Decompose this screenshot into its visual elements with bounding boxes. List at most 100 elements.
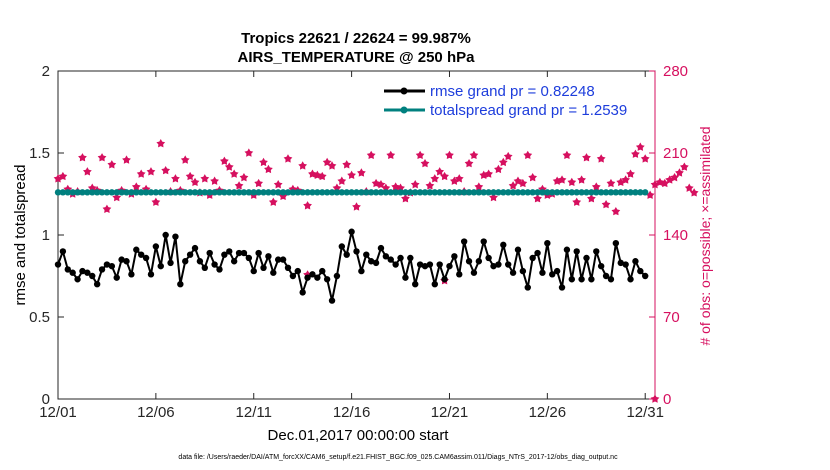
spread-point <box>226 189 233 196</box>
y-tick-label-left: 2 <box>42 63 50 80</box>
spread-point <box>128 189 135 196</box>
rmse-point <box>436 261 443 268</box>
spread-point <box>509 189 517 196</box>
rmse-point <box>289 272 297 280</box>
spread-point <box>118 189 125 196</box>
spread-point <box>627 189 634 196</box>
obs-count-marker <box>112 192 122 202</box>
obs-count-marker <box>391 182 401 191</box>
spread-point <box>456 189 463 196</box>
rmse-point <box>328 297 336 304</box>
spread-point <box>211 189 218 196</box>
rmse-point <box>460 238 468 245</box>
obs-count-marker <box>347 170 356 179</box>
rmse-point <box>563 246 571 253</box>
rmse-point <box>59 248 67 255</box>
obs-count-marker <box>102 204 112 213</box>
obs-count-marker <box>449 176 459 185</box>
spread-point <box>54 189 62 196</box>
chart-title-line1: Tropics 22621 / 22624 = 99.987% <box>241 30 471 47</box>
rmse-point <box>578 276 585 283</box>
legend-label-rmse: rmse grand pr = 0.82248 <box>430 83 595 100</box>
obs-count-marker <box>611 206 621 216</box>
obs-count-marker <box>317 171 327 181</box>
obs-count-marker <box>665 175 675 184</box>
legend-item-spread: totalspread grand pr = 1.2539 <box>384 102 627 119</box>
rmse-point <box>314 274 321 281</box>
obs-count-marker <box>244 148 254 157</box>
spread-point <box>407 189 414 196</box>
obs-count-marker <box>616 177 626 187</box>
spread-point <box>167 189 174 196</box>
rmse-point <box>558 284 566 291</box>
obs-count-marker <box>518 178 528 188</box>
obs-count-marker <box>210 176 219 185</box>
rmse-point <box>235 249 243 257</box>
obs-count-marker <box>464 158 474 168</box>
rmse-point <box>108 262 116 270</box>
spread-point <box>319 189 326 196</box>
legend-item-rmse: rmse grand pr = 0.82248 <box>384 83 595 100</box>
spread-point <box>201 189 208 196</box>
rmse-point <box>387 256 394 263</box>
rmse-point <box>211 261 218 268</box>
rmse-point <box>275 256 282 263</box>
spread-point <box>289 189 297 196</box>
rmse-point <box>397 254 404 262</box>
rmse-point <box>201 264 208 271</box>
y-tick-label-right: 70 <box>663 309 680 326</box>
rmse-point <box>123 258 130 265</box>
spread-point <box>480 189 487 196</box>
rmse-point <box>612 240 620 247</box>
rmse-point <box>553 267 561 275</box>
rmse-point <box>319 267 326 275</box>
rmse-point <box>93 281 101 288</box>
rmse-point <box>451 253 458 260</box>
spread-point <box>632 189 639 196</box>
rmse-point <box>64 266 71 273</box>
spread-point <box>177 189 184 196</box>
rmse-point <box>348 228 355 235</box>
obs-count-marker <box>254 178 264 188</box>
chart-axes: 12/01 12/06 12/11 12/16 12/21 12/26 12/3100.51… <box>29 63 688 421</box>
spread-point <box>235 189 243 196</box>
rmse-point <box>162 231 169 239</box>
spread-point <box>328 189 336 196</box>
rmse-point <box>568 276 576 283</box>
rmse-point <box>147 271 155 278</box>
x-tick-label: 12/11 <box>236 404 272 421</box>
spread-point <box>133 189 140 196</box>
obs-count-marker <box>278 191 288 201</box>
rmse-point <box>137 251 145 258</box>
spread-point <box>426 189 434 196</box>
rmse-point <box>226 248 233 255</box>
spread-point <box>558 189 566 196</box>
rmse-point <box>642 272 649 280</box>
obs-count-marker <box>415 150 425 160</box>
spread-point <box>314 189 321 196</box>
y-tick-label-right: 280 <box>663 63 688 80</box>
obs-count-marker <box>640 154 650 163</box>
spread-point <box>421 189 429 196</box>
rmse-point <box>514 246 522 253</box>
spread-point <box>230 189 238 196</box>
rmse-point <box>152 243 160 250</box>
rmse-point <box>607 276 615 283</box>
rmse-point <box>446 262 453 270</box>
spread-point <box>250 189 257 196</box>
spread-point <box>568 189 576 196</box>
spread-point <box>495 189 502 196</box>
obs-count-marker <box>670 173 679 182</box>
spread-point <box>642 189 649 196</box>
spread-point <box>412 189 419 196</box>
x-tick-label: 12/16 <box>333 404 371 421</box>
rmse-point <box>588 276 595 283</box>
spread-point <box>279 189 287 196</box>
spread-point <box>441 189 448 196</box>
rmse-point <box>490 262 497 270</box>
rmse-point <box>279 256 287 263</box>
obs-count-marker <box>131 182 141 191</box>
rmse-point <box>431 281 438 288</box>
obs-count-marker <box>503 151 513 161</box>
spread-point <box>323 189 331 196</box>
